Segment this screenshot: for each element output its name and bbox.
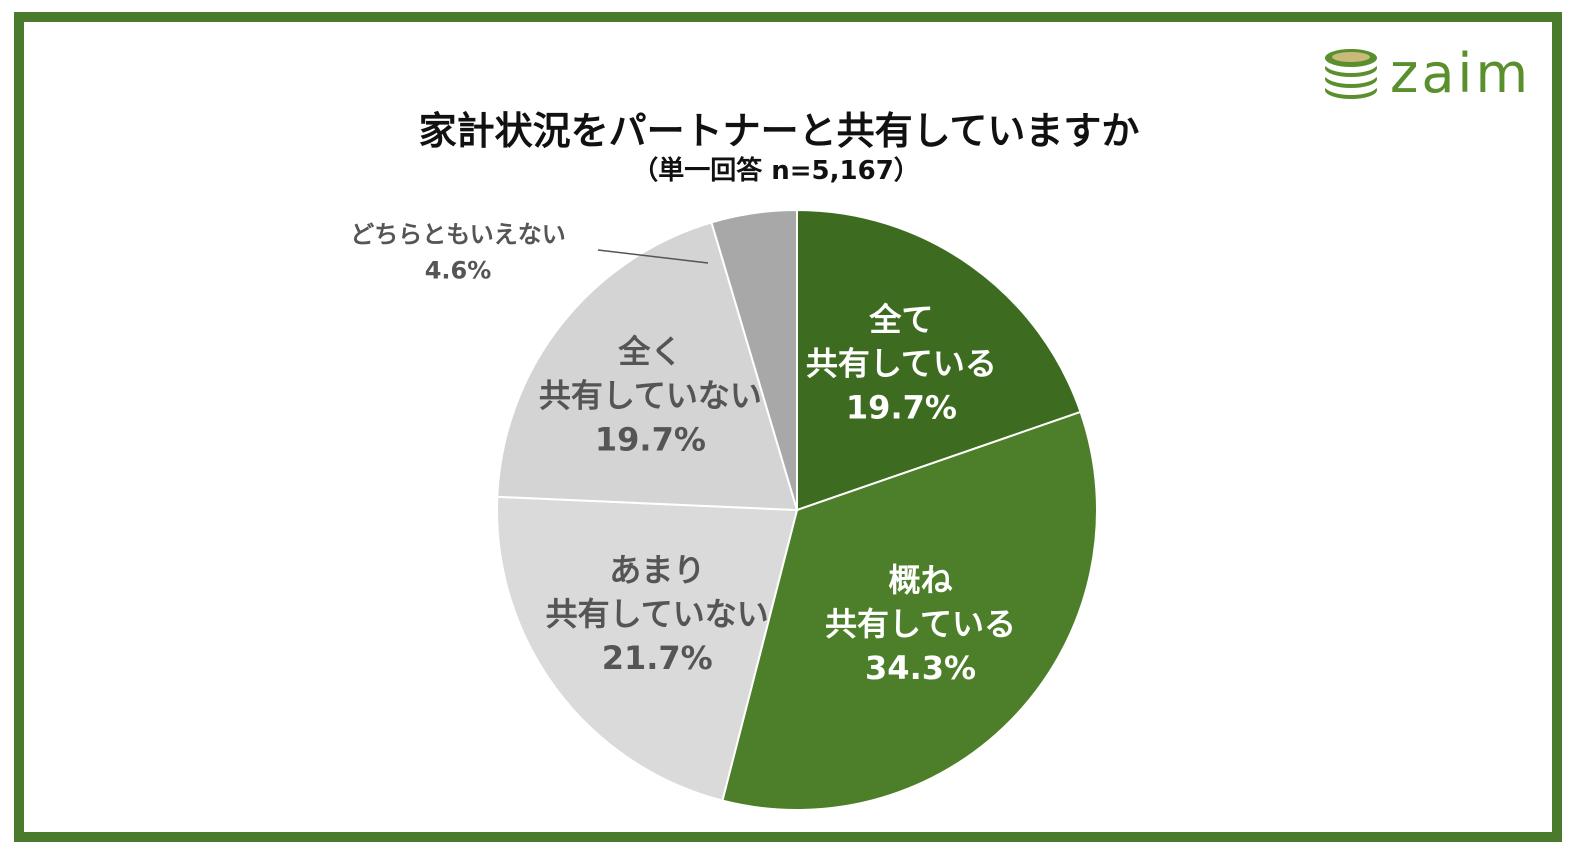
slice-value-label: 21.7%: [602, 639, 713, 677]
slice-category-label: あまり: [609, 551, 705, 589]
pie-slice-3: [496, 495, 799, 802]
slice-category-label: 共有していない: [546, 595, 769, 633]
slice-value-label: 4.6%: [425, 256, 492, 284]
coin-stack-icon: [1325, 49, 1377, 99]
slice-label-1: 全て共有している 19.7%: [806, 301, 997, 427]
chart-title: 家計状況をパートナーと共有していますか: [418, 109, 1140, 153]
pie-slice-2: [721, 410, 1099, 811]
slice-category-label: 全て: [868, 301, 933, 339]
chart-subtitle: （単一回答 n=5,167）: [632, 156, 920, 186]
pie-labels: 全て共有している 19.7%概ね共有している 34.3%あまり共有していない 21.7…: [350, 220, 1016, 687]
pie-slice-1: [796, 208, 1082, 512]
logo-text: zaim: [1390, 42, 1532, 105]
slice-value-label: 19.7%: [595, 421, 706, 459]
slice-category-label: 共有している: [825, 605, 1016, 643]
zaim-logo: zaim: [1320, 46, 1531, 102]
callout-leader-line: [597, 249, 709, 264]
pie-slice-5: [710, 208, 798, 511]
pie-slices: [496, 208, 1099, 811]
slice-category-label: 全く: [617, 333, 682, 371]
slice-category-label: 概ね: [889, 561, 953, 599]
slice-category-label: 共有している: [806, 345, 997, 383]
pie-slice-4: [496, 221, 799, 512]
slice-category-label: 共有していない: [539, 377, 762, 415]
slice-label-5: どちらともいえない 4.6%: [350, 220, 566, 284]
slice-category-label: どちらともいえない: [350, 220, 566, 248]
slice-value-label: 34.3%: [865, 649, 976, 687]
slice-label-3: あまり共有していない 21.7%: [546, 551, 769, 677]
slice-value-label: 19.7%: [846, 389, 957, 427]
slice-label-2: 概ね共有している 34.3%: [825, 561, 1016, 687]
slice-label-4: 全く共有していない 19.7%: [539, 333, 762, 459]
